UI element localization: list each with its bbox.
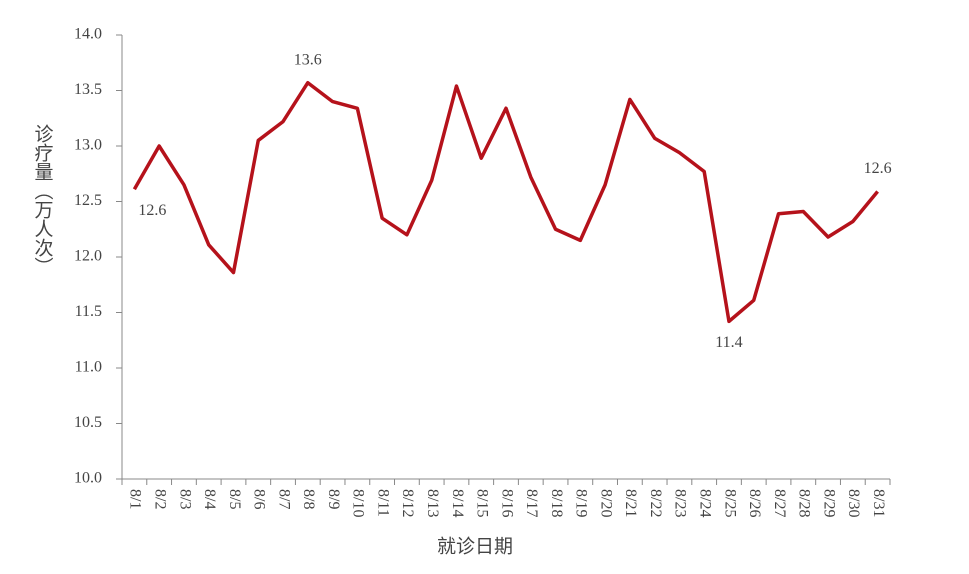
x-tick-label: 8/22 bbox=[647, 489, 664, 517]
x-tick-label: 8/21 bbox=[622, 489, 639, 517]
x-tick-label: 8/14 bbox=[449, 489, 466, 517]
x-tick-label: 8/27 bbox=[771, 489, 788, 517]
x-tick-label: 8/11 bbox=[374, 489, 391, 517]
x-tick-label: 8/29 bbox=[820, 489, 837, 517]
y-tick-label: 11.0 bbox=[75, 359, 102, 376]
x-tick-label: 8/17 bbox=[523, 489, 540, 517]
y-tick-label: 10.5 bbox=[74, 414, 102, 431]
data-label: 12.6 bbox=[138, 202, 166, 219]
x-tick-label: 8/31 bbox=[870, 489, 887, 517]
line bbox=[132, 80, 879, 324]
x-tick-label: 8/8 bbox=[300, 489, 317, 509]
y-axis-label: 诊疗量（万人次） bbox=[32, 124, 54, 276]
x-tick-label: 8/5 bbox=[226, 489, 243, 509]
x-tick-label: 8/28 bbox=[796, 489, 813, 517]
x-tick-label: 8/6 bbox=[251, 489, 268, 509]
x-tick-label: 8/18 bbox=[548, 489, 565, 517]
x-tick-label: 8/15 bbox=[474, 489, 491, 517]
x-tick-label: 8/10 bbox=[350, 489, 367, 517]
x-tick-label: 8/9 bbox=[325, 489, 342, 509]
y-tick-label: 12.5 bbox=[74, 192, 102, 209]
y-tick-label: 13.0 bbox=[74, 137, 102, 154]
x-tick-label: 8/19 bbox=[573, 489, 590, 517]
x-tick-label: 8/4 bbox=[201, 489, 218, 509]
x-tick-label: 8/20 bbox=[597, 489, 614, 517]
y-tick-label: 10.0 bbox=[74, 470, 102, 487]
x-axis-label: 就诊日期 bbox=[437, 535, 513, 557]
x-tick-label: 8/16 bbox=[498, 489, 515, 517]
x-tick-label: 8/7 bbox=[275, 489, 292, 509]
x-tick-label: 8/12 bbox=[399, 489, 416, 517]
y-tick-label: 11.5 bbox=[75, 303, 102, 320]
x-tick-label: 8/24 bbox=[697, 489, 714, 517]
data-label: 11.4 bbox=[715, 334, 742, 351]
y-tick-label: 14.0 bbox=[74, 26, 102, 43]
x-tick-label: 8/2 bbox=[151, 489, 168, 509]
x-tick-label: 8/1 bbox=[127, 489, 144, 509]
x-tick-label: 8/3 bbox=[176, 489, 193, 509]
x-tick-label: 8/25 bbox=[721, 489, 738, 517]
x-tick-label: 8/23 bbox=[672, 489, 689, 517]
data-label: 13.6 bbox=[294, 51, 322, 68]
y-tick-label: 12.0 bbox=[74, 248, 102, 265]
x-tick-label: 8/30 bbox=[845, 489, 862, 517]
x-tick-label: 8/13 bbox=[424, 489, 441, 517]
y-tick-label: 13.5 bbox=[74, 81, 102, 98]
data-label: 12.6 bbox=[864, 160, 892, 177]
x-tick-label: 8/26 bbox=[746, 489, 763, 517]
